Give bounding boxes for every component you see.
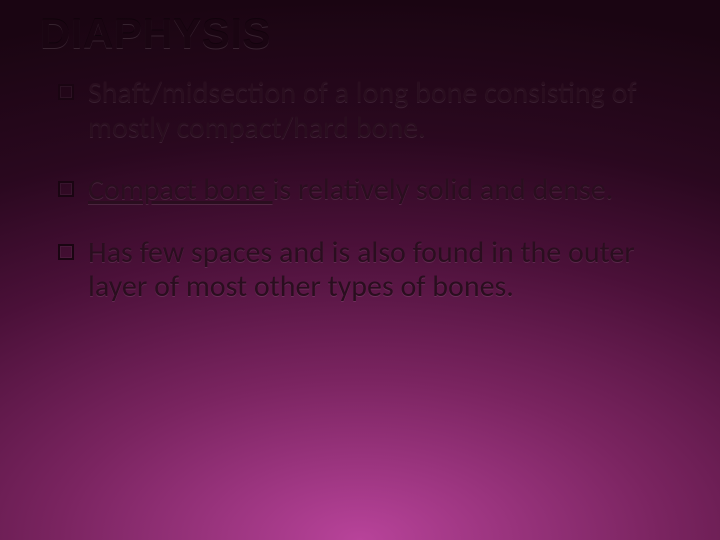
square-bullet-icon	[58, 181, 74, 197]
list-item: Compact bone is relatively solid and den…	[58, 173, 680, 208]
bullet-text-after: Has few spaces and is also found in the …	[88, 234, 635, 306]
list-item: Has few spaces and is also found in the …	[58, 236, 680, 305]
slide-container: DIAPHYSIS Shaft/midsection of a long bon…	[0, 0, 720, 540]
bullet-text-after: is relatively solid and dense.	[272, 171, 613, 208]
list-item: Shaft/midsection of a long bone consisti…	[58, 76, 680, 145]
bullet-text-underlined: Compact bone	[88, 171, 272, 208]
square-bullet-icon	[58, 84, 74, 100]
square-bullet-icon	[58, 244, 74, 260]
slide-title: DIAPHYSIS	[40, 10, 680, 58]
bullet-text-after: Shaft/midsection of a long bone consisti…	[88, 74, 637, 146]
bullet-list: Shaft/midsection of a long bone consisti…	[40, 76, 680, 305]
